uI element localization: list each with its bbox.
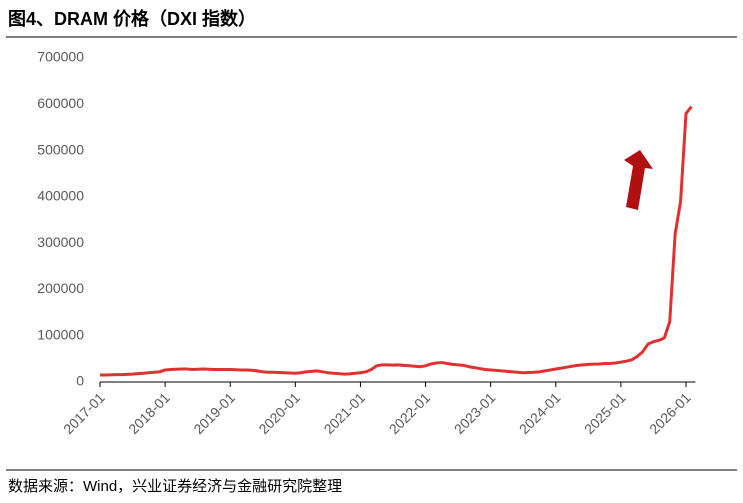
x-tick-label: 2019-01: [190, 389, 238, 437]
y-tick-label: 400000: [37, 188, 84, 204]
x-tick-label: 2022-01: [386, 389, 434, 437]
x-tick-label: 2024-01: [516, 389, 564, 437]
y-tick-label: 600000: [37, 95, 84, 111]
y-tick-label: 200000: [37, 280, 84, 296]
x-tick-label: 2018-01: [125, 389, 173, 437]
x-tick-label: 2017-01: [60, 389, 108, 437]
y-tick-label: 300000: [37, 234, 84, 250]
trend-arrow: [624, 150, 653, 210]
y-tick-label: 100000: [37, 326, 84, 342]
y-tick-label: 0: [76, 373, 84, 389]
x-tick-label: 2021-01: [321, 389, 369, 437]
x-tick-label: 2020-01: [255, 389, 303, 437]
chart-title: 图4、DRAM 价格（DXI 指数）: [8, 8, 256, 29]
x-tick-label: 2026-01: [646, 389, 694, 437]
x-tick-label: 2025-01: [581, 389, 629, 437]
source-note: 数据来源：Wind，兴业证券经济与金融研究院整理: [8, 477, 342, 495]
data-line: [100, 105, 693, 377]
y-tick-label: 500000: [37, 141, 84, 157]
y-tick-label: 700000: [37, 49, 84, 65]
x-tick-label: 2023-01: [451, 389, 499, 437]
